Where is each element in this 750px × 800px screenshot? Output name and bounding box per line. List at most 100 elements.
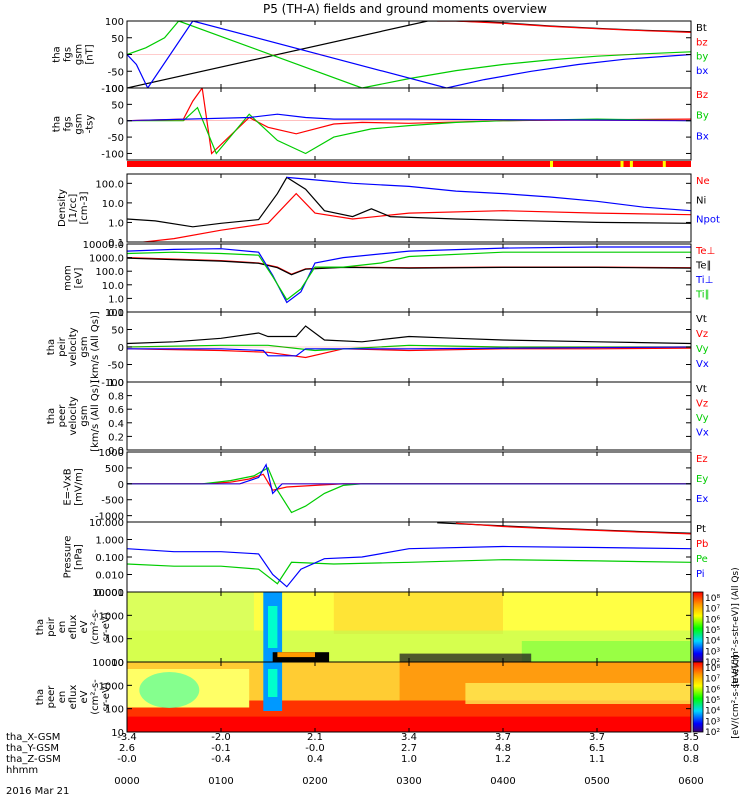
mode-status-mark [629, 161, 633, 167]
y-axis-label: en [57, 621, 68, 634]
y-tick-label: 0.2 [108, 432, 124, 443]
series-layer [127, 21, 691, 88]
orbit-value: -0.1 [211, 743, 231, 754]
y-tick-label: 0.8 [108, 392, 124, 403]
panel-fgs-dsl: Bz By Bx 100 50 0 -50 -100 tha fgs gsm -tsy [52, 84, 709, 161]
legend-Te∥: Te∥ [695, 261, 712, 272]
colorbar-tick-label: 10⁷ [705, 605, 720, 615]
y-tick-label: 100 [105, 308, 124, 319]
y-tick-label: 10000 [92, 658, 124, 669]
y-tick-label: 0.100 [95, 553, 124, 564]
series-line-by [127, 21, 691, 88]
panel-velocity-peer: Vt Vz Vy Vx 1.0 0.8 0.6 0.4 0.2 0.0 tha peer velocit… [46, 378, 709, 457]
y-tick-label: 0.001 [95, 588, 124, 599]
colorbar-tick-label: 10² [705, 658, 720, 668]
orbit-value: 4.8 [495, 743, 511, 754]
orbit-row-label: tha_Y-GSM [6, 743, 59, 754]
x-tick-label: 0500 [584, 776, 609, 787]
orbit-value: -3.4 [117, 732, 137, 743]
y-tick-label: 0.1 [108, 308, 124, 319]
y-tick-label: 1000 [99, 611, 124, 622]
y-tick-label: -500 [101, 496, 124, 507]
colorbar-tick-label: 10⁶ [705, 615, 720, 625]
panel-frame [126, 451, 692, 523]
series-line-Ti∥ [127, 251, 691, 301]
panel-density: Ne Ni Npot 100.0 10.0 1.0 0.1 Density [1/cc] [cm-… [57, 173, 720, 249]
colorbar-tick-label: 10⁵ [705, 626, 720, 636]
legend-Ni: Ni [696, 195, 706, 206]
colorbar-tick-label: 10⁵ [705, 696, 720, 706]
orbit-value: 2.6 [119, 743, 135, 754]
series-line-Pb [455, 522, 691, 535]
series-line-Ex [127, 463, 691, 495]
series-line-Ne [138, 192, 691, 242]
y-tick-label: 0 [118, 117, 124, 128]
y-axis-label: peer [46, 685, 57, 709]
orbit-row-label: tha_Z-GSM [6, 754, 61, 765]
y-tick-label: -100 [101, 378, 124, 389]
series-line-Te∥ [127, 257, 691, 276]
y-axis-label: eflux [68, 615, 79, 640]
y-axis-label: velocity [68, 327, 79, 366]
y-axis-label: gsm [74, 44, 85, 65]
x-tick-label: 0400 [490, 776, 515, 787]
y-axis-label: en [57, 691, 68, 704]
y-tick-label: 10.0 [102, 199, 124, 210]
y-tick-label: -100 [101, 149, 124, 160]
y-tick-label: 100 [105, 17, 124, 28]
y-axis-label: sr-eV) [101, 682, 112, 711]
mode-status-mark [620, 161, 624, 167]
y-axis-label: gsm [79, 336, 90, 357]
orbit-value: 6.5 [589, 743, 605, 754]
orbit-value: 1.0 [401, 754, 417, 765]
y-tick-label: -50 [108, 133, 124, 144]
legend-Te⊥: Te⊥ [695, 246, 715, 257]
legend-Vt: Vt [696, 384, 707, 395]
y-tick-label: 10000.0 [83, 240, 124, 251]
legend-Vx: Vx [696, 359, 709, 370]
orbit-value: -0.0 [305, 743, 325, 754]
legend-Pb: Pb [696, 539, 708, 550]
panel-frame [126, 521, 692, 593]
spec-region [127, 592, 254, 631]
y-tick-label: 1.000 [95, 536, 124, 547]
series-line-By [127, 106, 691, 155]
y-tick-label: 50 [111, 34, 124, 45]
spec-region [127, 716, 691, 732]
y-tick-label: 100 [105, 705, 124, 716]
legend-Ti∥: Ti∥ [695, 290, 710, 301]
y-tick-label: -50 [108, 361, 124, 372]
y-axis-label: gsm [74, 113, 85, 134]
y-tick-label: 1000 [99, 681, 124, 692]
x-tick-label: 0200 [302, 776, 327, 787]
colorbar-tick-label: 10⁸ [705, 594, 720, 604]
legend-bz: bz [696, 37, 708, 48]
series-line-Bx [127, 113, 691, 122]
spec-blob [139, 672, 200, 708]
colorbar-tick-label: 10³ [705, 647, 720, 657]
spec-band [277, 652, 315, 658]
y-axis-label: peir [57, 336, 68, 356]
y-tick-label: 10.000 [89, 518, 124, 529]
legend-Bz: Bz [696, 90, 708, 101]
colorbar-tick-label: 10⁸ [705, 664, 720, 674]
y-tick-label: 0 [118, 343, 124, 354]
y-tick-label: 10.0 [102, 281, 124, 292]
orbit-value: -2.0 [211, 732, 231, 743]
y-axis-label: Pressure [63, 536, 74, 579]
figure-title: P5 (TH-A) fields and ground moments over… [263, 2, 547, 16]
series-line-Ey [127, 467, 691, 514]
y-axis-label: [mV/m] [74, 468, 85, 506]
legend-Bx: Bx [696, 131, 709, 142]
orbit-value: 3.4 [401, 732, 417, 743]
y-axis-label: velocity [68, 396, 79, 435]
spec-region [333, 592, 503, 634]
spec-cavity-core [268, 669, 278, 697]
panel-frame [126, 243, 692, 313]
orbit-value: -0.4 [211, 754, 231, 765]
y-tick-label: 10 [111, 658, 124, 669]
y-tick-label: 0.6 [108, 405, 124, 416]
legend-Pt: Pt [696, 524, 706, 535]
orbit-value: 1.1 [589, 754, 605, 765]
